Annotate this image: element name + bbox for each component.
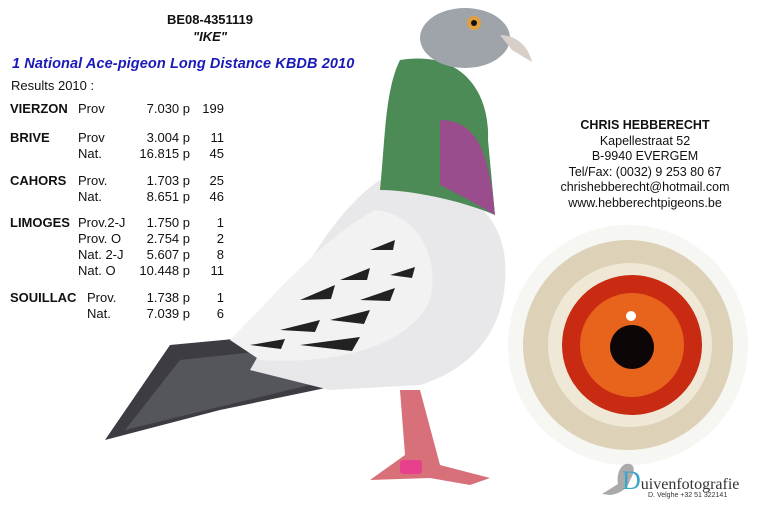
breeder-name: CHRIS HEBBERECHT [580,118,710,132]
result-type: Nat. [78,146,102,161]
result-type: Nat. [87,306,111,321]
result-row: Prov. O 2.754 p 2 [10,231,240,247]
result-points: 1.750 p [146,215,190,230]
website-link[interactable]: www.hebberechtpigeons.be [568,195,722,210]
result-points: 3.004 p [146,130,190,145]
result-position: 46 [209,189,224,204]
result-row: Prov 3.004 p 11 [10,130,240,146]
pigeon-silhouette-icon [602,463,634,495]
race-name: BRIVE [10,130,50,145]
race-name: VIERZON [10,101,68,116]
result-position: 11 [210,130,225,145]
contact-block: CHRIS HEBBERECHT Kapellestraat 52 B-9940… [540,118,750,211]
eye-closeup [508,225,748,465]
result-points: 5.607 p [146,247,190,262]
result-position: 2 [216,231,224,246]
result-points: 10.448 p [139,263,190,278]
result-row: Nat. 16.815 p 45 [10,146,240,162]
result-position: 25 [209,173,224,188]
result-type: Prov. [87,290,117,305]
result-row: Prov 7.030 p 199 [10,101,240,117]
result-type: Nat. [78,189,102,204]
city: B-9940 EVERGEM [591,149,699,163]
result-position: 45 [209,146,224,161]
result-points: 8.651 p [146,189,190,204]
result-row: Prov.2-J 1.750 p 1 [10,215,240,231]
photographer-credit: D. Velghe +32 51 322141 [648,492,728,499]
result-row: Prov. 1.738 p 1 [10,290,240,306]
result-type: Prov. O [78,231,122,246]
result-points: 16.815 p [139,146,190,161]
result-row: Nat. 7.039 p 6 [10,306,240,322]
result-points: 1.703 p [146,173,190,188]
race-name: CAHORS [10,173,67,188]
result-position: 199 [202,101,224,116]
result-position: 1 [216,290,224,305]
phone: Tel/Fax: (0032) 9 253 80 67 [568,164,722,179]
pigeon-head [420,8,510,68]
logo-initial: D [622,466,641,495]
result-points: 2.754 p [146,231,190,246]
logo-text: uivenfotografie [640,476,740,493]
result-type: Prov [78,101,105,116]
result-row: Nat. O 10.448 p 11 [10,263,240,279]
result-row: Prov. 1.703 p 25 [10,173,240,189]
result-row: Nat. 8.651 p 46 [10,189,240,205]
pigeon-nickname: "IKE" [193,29,227,44]
leg-ring [400,460,422,474]
result-position: 1 [216,215,224,230]
result-points: 7.039 p [146,306,190,321]
result-type: Prov.2-J [78,215,126,230]
email-link[interactable]: chrishebberecht@hotmail.com [560,180,730,194]
ring-number: BE08-4351119 [166,12,254,27]
result-type: Prov [78,130,105,145]
result-position: 11 [210,263,225,278]
result-position: 6 [216,306,224,321]
pigeon-beak [500,35,532,62]
result-type: Nat. O [78,263,116,278]
pigeon-legs [370,390,490,485]
result-type: Nat. 2-J [78,247,124,262]
result-points: 7.030 p [146,101,190,116]
result-type: Prov. [78,173,108,188]
street: Kapellestraat 52 [599,133,691,148]
award-heading: 1 National Ace-pigeon Long Distance KBDB… [12,56,355,72]
result-points: 1.738 p [146,290,190,305]
result-position: 8 [216,247,224,262]
results-label: Results 2010 : [11,78,95,93]
result-row: Nat. 2-J 5.607 p 8 [10,247,240,263]
race-name: SOUILLAC [10,290,77,305]
race-name: LIMOGES [10,215,70,230]
photographer-logo: Duivenfotografie D. Velghe +32 51 322141 [600,458,739,503]
